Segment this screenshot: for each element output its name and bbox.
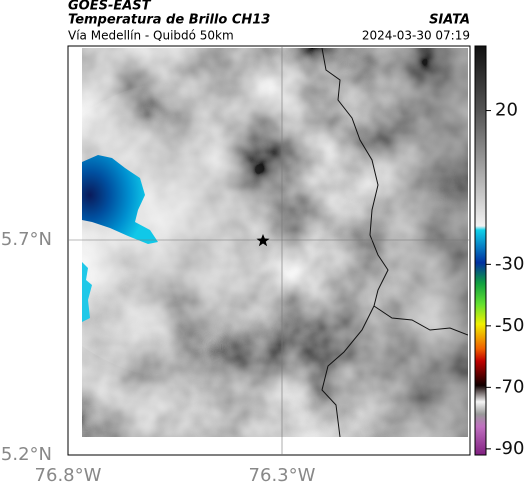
lat-label: 5.2°N <box>1 444 52 465</box>
lon-label: 76.8°W <box>35 465 102 486</box>
location-marker <box>256 234 270 247</box>
satellite: GOES-EAST <box>68 0 152 14</box>
datetime: 2024-03-30 07:19 <box>362 29 470 43</box>
colorbar-tick-label: -90 <box>495 438 524 459</box>
colorbar <box>474 45 487 456</box>
route: Vía Medellín - Quibdó 50km <box>68 29 234 43</box>
map-frame <box>67 45 471 456</box>
colorbar-tick-label: 20 <box>495 100 518 121</box>
agency: SIATA <box>429 13 470 28</box>
colorbar-tick-label: -30 <box>495 253 524 274</box>
lat-label: 5.7°N <box>1 229 52 250</box>
satellite-image <box>82 48 468 437</box>
lon-label: 76.3°W <box>249 465 316 486</box>
colorbar-tick-label: -50 <box>495 315 524 336</box>
colorbar-tick-label: -70 <box>495 376 524 397</box>
product: Temperatura de Brillo CH13 <box>68 13 270 28</box>
